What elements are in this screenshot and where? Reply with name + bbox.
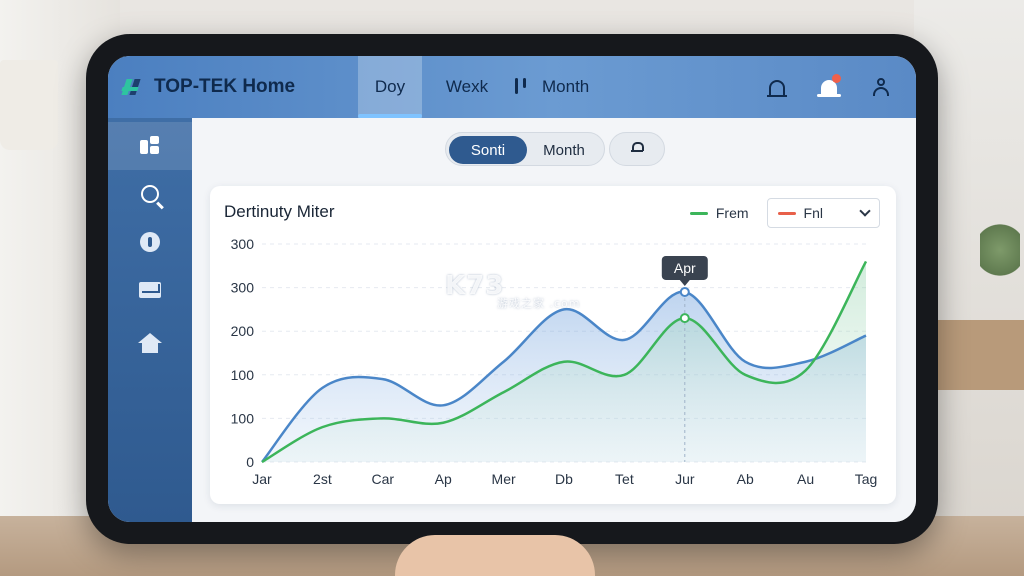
home-icon — [138, 333, 162, 353]
sidebar-item-dashboard[interactable] — [108, 122, 192, 170]
brand[interactable]: TOP-TEK Home — [121, 76, 344, 98]
top-bar: TOP-TEK Home Doy Wexk Month — [108, 56, 916, 118]
x-tick-label: Ap — [435, 471, 452, 487]
x-axis-labels: Jar 2st Car Ap Mer Db Tet Jur Ab Au Tag — [252, 471, 877, 487]
notifications-button[interactable] — [814, 72, 844, 102]
user-icon-body — [873, 87, 889, 96]
x-tick-label: Au — [797, 471, 814, 487]
x-tick-label: Tag — [855, 471, 878, 487]
hand — [395, 535, 595, 576]
app-title: TOP-TEK Home — [154, 76, 296, 97]
tab-week-label: Wexk — [445, 77, 489, 96]
dropdown-value: Fnl — [803, 205, 823, 221]
search-icon — [141, 185, 159, 203]
series-dropdown[interactable]: Fnl — [766, 198, 880, 228]
brand-logo-icon — [121, 77, 144, 97]
chart-card: Dertinuty Miter Frem Fnl — [210, 186, 896, 504]
notification-badge — [832, 74, 841, 83]
tablet-screen: TOP-TEK Home Doy Wexk Month — [108, 56, 916, 522]
tab-day[interactable]: Doy — [358, 56, 422, 118]
bell-button[interactable] — [762, 72, 792, 102]
y-tick-label: 0 — [246, 454, 254, 470]
x-tick-label: Db — [555, 471, 573, 487]
y-axis-labels: 0 100 100 200 300 300 — [231, 236, 255, 470]
sidebar-item-info[interactable] — [108, 218, 192, 266]
legend-swatch-green — [689, 211, 708, 215]
user-button[interactable] — [866, 72, 896, 102]
dashboard-icon — [140, 136, 160, 156]
sidebar-item-home[interactable] — [108, 314, 192, 362]
chart-lines — [261, 260, 868, 464]
y-tick-label: 200 — [231, 323, 255, 339]
tooltip-box — [661, 255, 708, 280]
x-tick-label: 2st — [313, 471, 332, 487]
tooltip-pointer — [679, 279, 690, 286]
top-icons — [740, 72, 896, 102]
tooltip-label: Apr — [674, 260, 696, 276]
y-tick-label: 100 — [231, 410, 255, 426]
series-line — [261, 260, 868, 464]
background-plant — [980, 220, 1020, 280]
watermark-sub: 游戏之家 .com — [497, 297, 581, 310]
bars-icon — [512, 78, 530, 96]
annotation-point — [679, 286, 690, 297]
x-tick-label: Tet — [615, 471, 634, 487]
chart-title: Dertinuty Miter — [224, 202, 335, 221]
x-tick-label: Mer — [492, 471, 516, 487]
lock-icon — [631, 142, 644, 156]
user-icon — [877, 78, 885, 86]
bell-icon — [767, 79, 787, 97]
legend-swatch-red — [777, 211, 796, 215]
background-table — [924, 320, 1024, 390]
tab-day-label: Doy — [374, 77, 406, 96]
tab-week[interactable]: Wexk — [428, 56, 506, 118]
tablet-device: TOP-TEK Home Doy Wexk Month — [86, 34, 938, 544]
info-icon — [140, 232, 160, 252]
main-content: Sonti Month Dertinuty Miter Frem Fnl — [192, 118, 916, 522]
mail-icon — [139, 282, 161, 298]
background-lamp — [0, 60, 58, 150]
tab-month-label: Month — [542, 77, 590, 96]
segment-option-month[interactable]: Month — [543, 141, 585, 159]
x-tick-label: Ab — [737, 471, 754, 487]
legend-item-frem[interactable]: Frem — [689, 205, 749, 221]
x-tick-label: Jar — [252, 471, 272, 487]
legend-label: Frem — [715, 205, 749, 221]
sidebar-item-mail[interactable] — [108, 266, 192, 314]
chart-legend: Frem Fnl — [689, 198, 880, 228]
chart-annotation: Apr — [661, 255, 708, 462]
tab-month[interactable]: Month — [512, 56, 589, 118]
y-tick-label: 300 — [231, 280, 255, 296]
series-line — [261, 290, 867, 463]
x-tick-label: Jur — [675, 471, 695, 487]
watermark-logo: K73 游戏之家 .com — [445, 271, 581, 311]
notification-bell-icon — [817, 79, 841, 97]
annotation-point — [679, 313, 690, 324]
sidebar-item-search[interactable] — [108, 170, 192, 218]
lock-button[interactable] — [609, 132, 665, 166]
sidebar — [108, 118, 192, 522]
area-chart: 0 100 100 200 300 300 Jar 2st Car Ap Mer Db Tet Jur A… — [231, 236, 878, 487]
segmented-control: Sonti Month — [445, 132, 605, 166]
watermark-text: K73 — [445, 271, 505, 301]
x-tick-label: Car — [372, 471, 395, 487]
y-tick-label: 100 — [231, 367, 255, 383]
segment-option-sonti[interactable]: Sonti — [449, 136, 527, 164]
y-tick-label: 300 — [231, 236, 255, 252]
view-toggle: Sonti Month — [445, 132, 665, 166]
